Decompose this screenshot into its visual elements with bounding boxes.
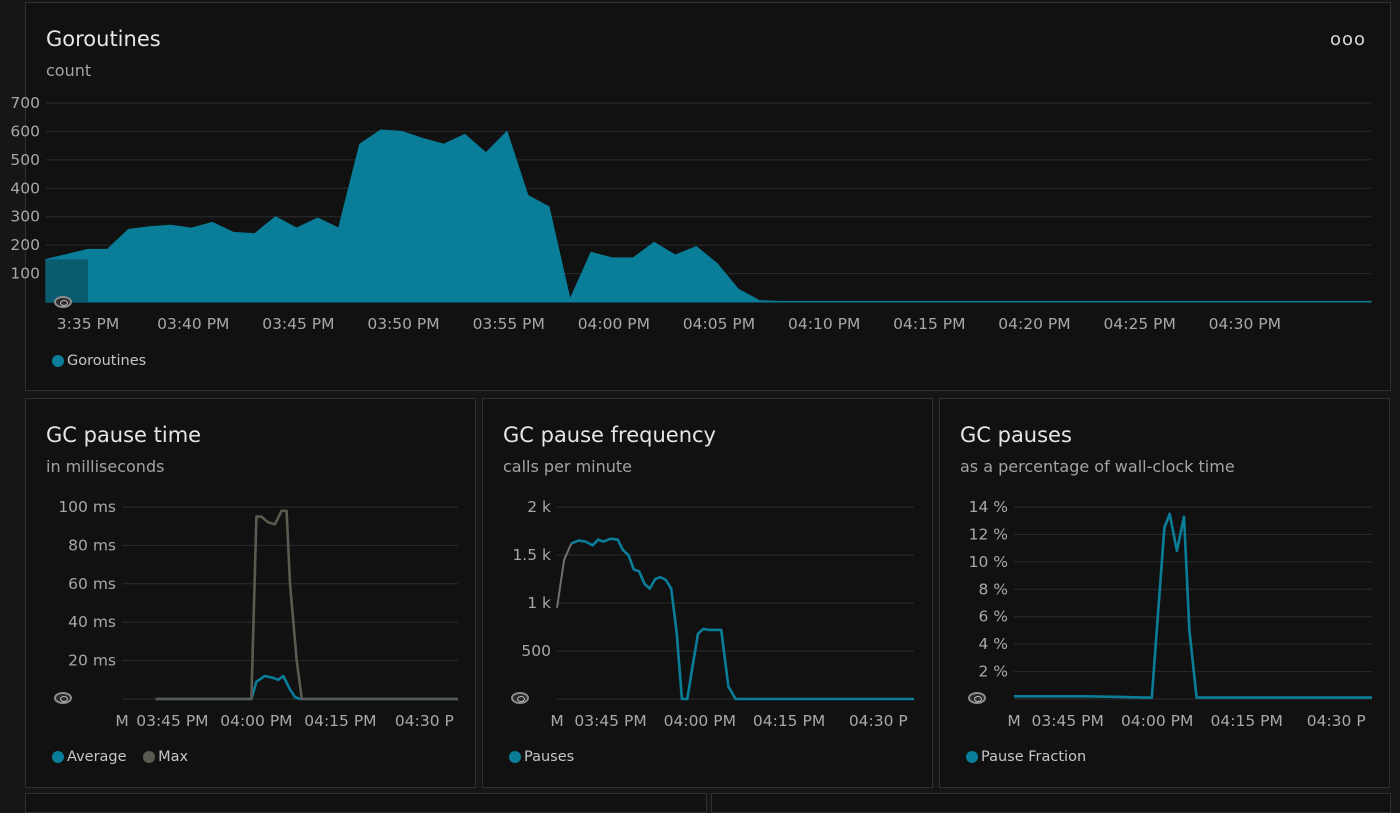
chart-legend: Average Max bbox=[52, 749, 200, 767]
gc-pause-time-panel: GC pause time in milliseconds 20 ms 40 ms… bbox=[25, 398, 476, 788]
y-tick-label: 500 bbox=[521, 642, 551, 660]
time-range-handle[interactable] bbox=[968, 692, 986, 704]
gc-pause-time-chart: 20 ms 40 ms 60 ms 80 ms 100 ms M 03:45 PM 04:00… bbox=[58, 498, 458, 730]
x-tick-label: 03:45 PM bbox=[1032, 712, 1104, 730]
x-tick-label: 04:00 PM bbox=[664, 712, 736, 730]
x-tick-label: 04:15 PM bbox=[753, 712, 825, 730]
x-tick-label: M bbox=[1007, 712, 1020, 730]
legend-item-pauses[interactable]: Pauses bbox=[509, 749, 574, 765]
y-tick-label: 10 % bbox=[969, 553, 1008, 571]
y-tick-label: 700 bbox=[10, 94, 40, 112]
panel-subtitle: calls per minute bbox=[503, 457, 633, 476]
panel-title: Goroutines bbox=[46, 27, 161, 51]
time-range-handle[interactable] bbox=[54, 692, 72, 704]
series-goroutines-area bbox=[45, 129, 1372, 303]
y-tick-label: 100 ms bbox=[58, 498, 116, 516]
x-tick-label: 03:40 PM bbox=[157, 315, 229, 333]
x-tick-label: 03:45 PM bbox=[136, 712, 208, 730]
x-tick-label: 04:10 PM bbox=[788, 315, 860, 333]
series-max-line bbox=[155, 509, 458, 701]
legend-item-max[interactable]: Max bbox=[143, 749, 188, 765]
y-tick-label: 400 bbox=[10, 179, 40, 197]
x-tick-label: M bbox=[115, 712, 128, 730]
y-tick-label: 6 % bbox=[978, 608, 1008, 626]
x-tick-label: 04:05 PM bbox=[683, 315, 755, 333]
x-tick-label: 03:45 PM bbox=[574, 712, 646, 730]
panel-subtitle: as a percentage of wall-clock time bbox=[960, 457, 1235, 476]
gc-pause-frequency-panel: GC pause frequency calls per minute 500 1… bbox=[482, 398, 933, 788]
x-tick-label: 04:25 PM bbox=[1104, 315, 1176, 333]
y-tick-label: 1.5 k bbox=[512, 546, 551, 564]
series-pause-fraction-line bbox=[1014, 512, 1372, 699]
x-tick-label: 03:55 PM bbox=[473, 315, 545, 333]
x-tick-label: 04:30 P bbox=[395, 712, 454, 730]
y-tick-label: 500 bbox=[10, 151, 40, 169]
legend-swatch bbox=[509, 751, 521, 763]
legend-swatch bbox=[143, 751, 156, 763]
goroutines-chart: 100 200 300 400 500 600 700 3:35 PM 03:40 PM 03:4… bbox=[10, 94, 1372, 333]
more-options-icon[interactable]: ooo bbox=[1329, 29, 1366, 50]
x-tick-label: 04:30 PM bbox=[1209, 315, 1281, 333]
goroutines-panel: Goroutines count ooo 100 200 300 400 500 600 7… bbox=[10, 2, 1391, 391]
legend-label: Max bbox=[158, 749, 189, 765]
x-tick-label: M bbox=[550, 712, 563, 730]
panel-subtitle: count bbox=[46, 61, 92, 80]
legend-label: Average bbox=[67, 749, 127, 765]
y-tick-label: 600 bbox=[10, 122, 40, 140]
y-tick-label: 300 bbox=[10, 208, 40, 226]
y-tick-label: 14 % bbox=[969, 498, 1008, 516]
legend-label: Pause Fraction bbox=[981, 749, 1087, 765]
gc-pause-frequency-chart: 500 1 k 1.5 k 2 k M 03:45 PM 04:00 PM 04:15 PM 0… bbox=[512, 498, 914, 730]
y-tick-label: 2 % bbox=[978, 663, 1008, 681]
legend-label: Goroutines bbox=[67, 353, 147, 369]
legend-item-pause-fraction[interactable]: Pause Fraction bbox=[966, 749, 1086, 765]
y-tick-label: 20 ms bbox=[68, 652, 116, 670]
gc-pauses-panel: GC pauses as a percentage of wall-clock … bbox=[939, 398, 1390, 788]
chart-legend: Goroutines bbox=[52, 353, 158, 371]
panel-title: GC pauses bbox=[960, 423, 1072, 447]
x-tick-label: 04:15 PM bbox=[1211, 712, 1283, 730]
x-tick-label: 03:50 PM bbox=[367, 315, 439, 333]
legend-swatch bbox=[52, 751, 64, 763]
x-tick-label: 03:45 PM bbox=[262, 315, 334, 333]
y-tick-label: 12 % bbox=[969, 525, 1008, 543]
y-tick-label: 60 ms bbox=[68, 575, 116, 593]
panel-title: GC pause time bbox=[46, 423, 202, 447]
legend-swatch bbox=[966, 751, 978, 763]
y-tick-label: 1 k bbox=[527, 594, 551, 612]
y-tick-label: 40 ms bbox=[68, 613, 116, 631]
time-range-handle[interactable] bbox=[54, 296, 72, 308]
x-tick-label: 04:00 PM bbox=[578, 315, 650, 333]
out-of-range-shade bbox=[46, 259, 89, 302]
series-average-line bbox=[155, 674, 458, 701]
series-pauses-line bbox=[570, 537, 914, 701]
x-tick-label: 3:35 PM bbox=[57, 315, 119, 333]
next-panel-stub bbox=[25, 793, 707, 813]
legend-item-average[interactable]: Average bbox=[52, 749, 127, 765]
y-tick-label: 4 % bbox=[978, 635, 1008, 653]
y-tick-label: 100 bbox=[10, 265, 40, 283]
x-tick-label: 04:30 P bbox=[1307, 712, 1366, 730]
x-tick-label: 04:15 PM bbox=[893, 315, 965, 333]
series-pauses-prefix bbox=[556, 543, 573, 608]
next-panel-stub bbox=[711, 793, 1391, 813]
y-tick-label: 8 % bbox=[978, 580, 1008, 598]
x-tick-label: 04:15 PM bbox=[304, 712, 376, 730]
time-range-handle[interactable] bbox=[511, 692, 529, 704]
panel-title: GC pause frequency bbox=[503, 423, 716, 447]
chart-legend: Pause Fraction bbox=[966, 749, 1098, 767]
y-tick-label: 2 k bbox=[527, 498, 551, 516]
y-tick-label: 80 ms bbox=[68, 536, 116, 554]
chart-legend: Pauses bbox=[509, 749, 586, 767]
panel-subtitle: in milliseconds bbox=[46, 457, 165, 476]
legend-swatch bbox=[52, 355, 64, 367]
x-tick-label: 04:00 PM bbox=[220, 712, 292, 730]
x-tick-label: 04:20 PM bbox=[998, 315, 1070, 333]
legend-item-goroutines[interactable]: Goroutines bbox=[52, 353, 146, 369]
legend-label: Pauses bbox=[524, 749, 575, 765]
y-tick-label: 200 bbox=[10, 236, 40, 254]
x-tick-label: 04:00 PM bbox=[1121, 712, 1193, 730]
gc-pauses-chart: 2 % 4 % 6 % 8 % 10 % 12 % 14 % M 03:45 PM 04:00 P… bbox=[969, 498, 1372, 730]
x-tick-label: 04:30 P bbox=[849, 712, 908, 730]
